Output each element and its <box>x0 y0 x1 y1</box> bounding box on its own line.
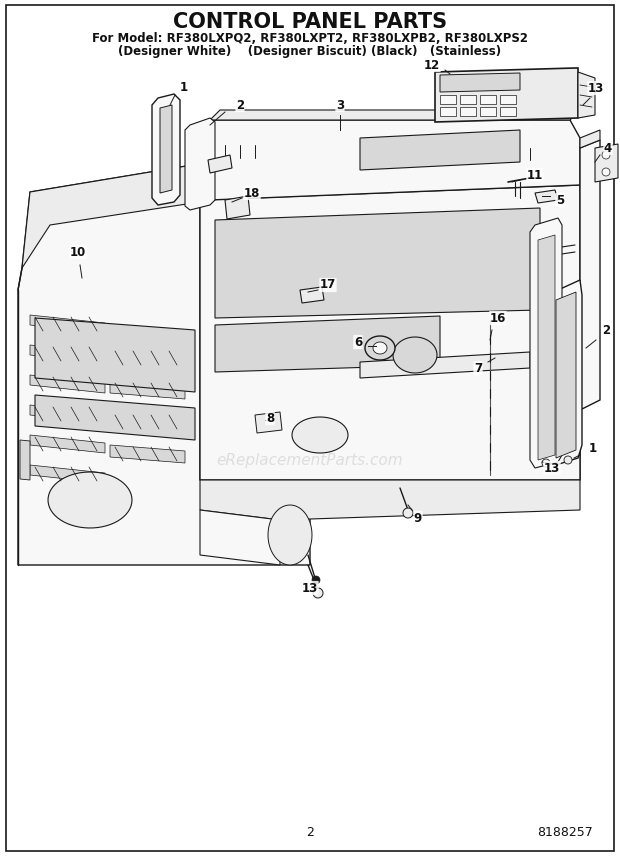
Polygon shape <box>542 459 550 467</box>
Polygon shape <box>564 456 572 464</box>
Polygon shape <box>200 480 580 520</box>
Polygon shape <box>360 352 530 378</box>
Polygon shape <box>18 148 310 565</box>
Text: 8188257: 8188257 <box>537 825 593 839</box>
Polygon shape <box>30 315 105 333</box>
Text: 2: 2 <box>602 324 610 336</box>
Polygon shape <box>225 196 250 219</box>
Polygon shape <box>215 316 440 372</box>
Polygon shape <box>580 140 600 410</box>
Text: 5: 5 <box>556 193 564 206</box>
Polygon shape <box>20 440 30 480</box>
Polygon shape <box>110 349 185 367</box>
Polygon shape <box>110 413 185 431</box>
Text: 4: 4 <box>604 141 612 154</box>
Polygon shape <box>393 337 437 373</box>
Polygon shape <box>208 155 232 173</box>
Text: CONTROL PANEL PARTS: CONTROL PANEL PARTS <box>173 12 447 32</box>
Text: 1: 1 <box>180 80 188 93</box>
Text: 13: 13 <box>588 81 604 94</box>
Polygon shape <box>580 130 600 148</box>
Text: 13: 13 <box>302 581 318 595</box>
Polygon shape <box>30 375 105 393</box>
Polygon shape <box>440 107 456 116</box>
Text: 13: 13 <box>544 461 560 474</box>
Polygon shape <box>312 576 320 584</box>
Polygon shape <box>200 120 580 200</box>
Polygon shape <box>110 381 185 399</box>
Text: 7: 7 <box>474 361 482 375</box>
Text: 10: 10 <box>70 246 86 259</box>
Polygon shape <box>30 435 105 453</box>
Polygon shape <box>480 95 496 104</box>
Polygon shape <box>215 208 540 318</box>
Text: 9: 9 <box>414 512 422 525</box>
Polygon shape <box>435 68 578 122</box>
Polygon shape <box>480 107 496 116</box>
Polygon shape <box>552 280 582 465</box>
Text: 3: 3 <box>336 98 344 111</box>
Polygon shape <box>22 148 310 268</box>
Text: 11: 11 <box>527 169 543 181</box>
Polygon shape <box>595 144 618 182</box>
Text: (Designer White)    (Designer Biscuit) (Black)   (Stainless): (Designer White) (Designer Biscuit) (Bla… <box>118 45 502 57</box>
Polygon shape <box>440 95 456 104</box>
Polygon shape <box>292 417 348 453</box>
Polygon shape <box>538 235 555 460</box>
Polygon shape <box>535 190 558 203</box>
Polygon shape <box>185 118 215 210</box>
Polygon shape <box>440 73 520 92</box>
Polygon shape <box>313 588 323 598</box>
Polygon shape <box>500 95 516 104</box>
Polygon shape <box>30 465 105 483</box>
Polygon shape <box>460 95 476 104</box>
Polygon shape <box>373 342 387 354</box>
Text: 6: 6 <box>354 336 362 348</box>
Polygon shape <box>30 405 105 423</box>
Polygon shape <box>152 94 180 205</box>
Polygon shape <box>110 445 185 463</box>
Text: 16: 16 <box>490 312 506 324</box>
Text: 8: 8 <box>266 412 274 425</box>
Polygon shape <box>460 107 476 116</box>
Polygon shape <box>360 130 520 170</box>
Polygon shape <box>602 151 610 159</box>
Polygon shape <box>578 72 595 118</box>
Polygon shape <box>35 395 195 440</box>
Polygon shape <box>200 510 280 565</box>
Polygon shape <box>300 287 324 303</box>
Text: 2: 2 <box>236 98 244 111</box>
Polygon shape <box>200 185 580 480</box>
Polygon shape <box>530 218 562 468</box>
Polygon shape <box>602 168 610 176</box>
Text: 12: 12 <box>424 58 440 72</box>
Polygon shape <box>500 107 516 116</box>
Polygon shape <box>48 472 132 528</box>
Polygon shape <box>30 345 105 363</box>
Polygon shape <box>268 505 312 565</box>
Polygon shape <box>556 292 576 458</box>
Polygon shape <box>255 412 282 433</box>
Polygon shape <box>365 336 395 360</box>
Text: 1: 1 <box>589 442 597 455</box>
Polygon shape <box>35 318 195 392</box>
Polygon shape <box>210 110 580 120</box>
Text: eReplacementParts.com: eReplacementParts.com <box>216 453 404 467</box>
Text: 17: 17 <box>320 278 336 292</box>
Text: For Model: RF380LXPQ2, RF380LXPT2, RF380LXPB2, RF380LXPS2: For Model: RF380LXPQ2, RF380LXPT2, RF380… <box>92 32 528 45</box>
Polygon shape <box>200 138 580 480</box>
Polygon shape <box>160 105 172 193</box>
Text: 2: 2 <box>306 825 314 839</box>
Polygon shape <box>403 508 413 518</box>
Text: 18: 18 <box>244 187 260 199</box>
